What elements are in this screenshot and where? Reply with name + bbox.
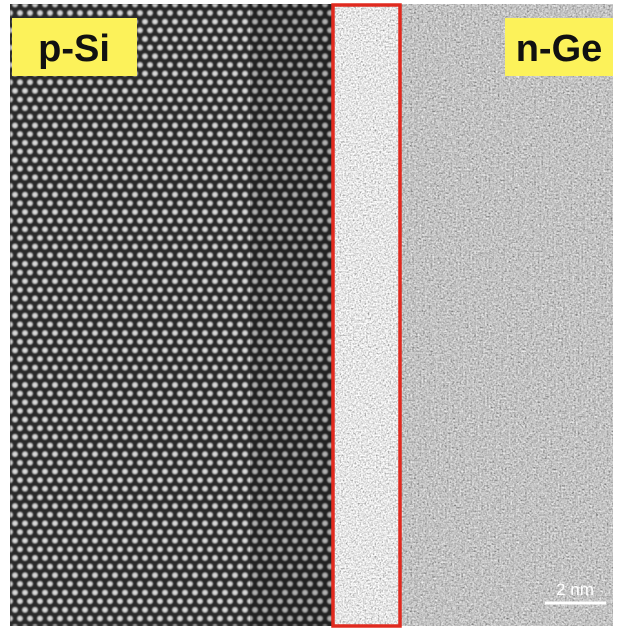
si-shade — [250, 4, 335, 626]
interface-region — [333, 4, 401, 626]
ge-region — [401, 4, 613, 626]
scale-bar-label: 2 nm — [556, 580, 594, 599]
tem-image: p-Si n-Ge 2 nm — [0, 0, 623, 630]
label-p-si: p-Si — [38, 28, 110, 70]
label-n-ge: n-Ge — [516, 28, 603, 70]
